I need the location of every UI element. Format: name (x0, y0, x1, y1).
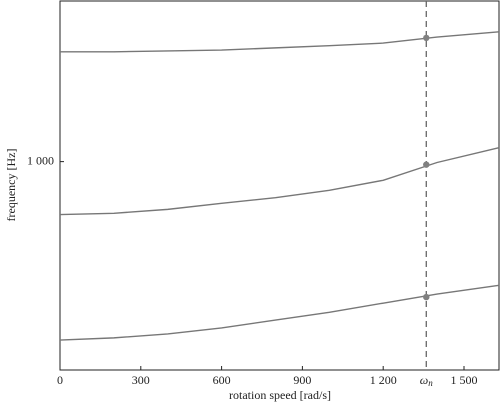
curve (59, 284, 500, 341)
x-tick-label: 0 (57, 373, 63, 387)
x-tick-label: 1 200 (370, 373, 397, 387)
x-tick-label: 900 (293, 373, 311, 387)
omega-label: ωn (420, 373, 433, 388)
curve (60, 31, 500, 53)
x-tick-label: 600 (213, 373, 231, 387)
plot-frame (59, 0, 500, 371)
x-axis-label: rotation speed [rad/s] (229, 388, 331, 402)
marker (423, 34, 430, 42)
x-tick-label: 300 (132, 373, 150, 387)
omega-subscript: n (428, 378, 433, 388)
omega-symbol: ω (420, 373, 428, 387)
y-axis-label: frequency [Hz] (4, 149, 18, 222)
x-tick-label: 1 500 (450, 373, 477, 387)
y-tick-label: 1 000 (27, 153, 54, 167)
curve (59, 147, 500, 216)
marker (423, 293, 430, 301)
marker (423, 161, 430, 168)
